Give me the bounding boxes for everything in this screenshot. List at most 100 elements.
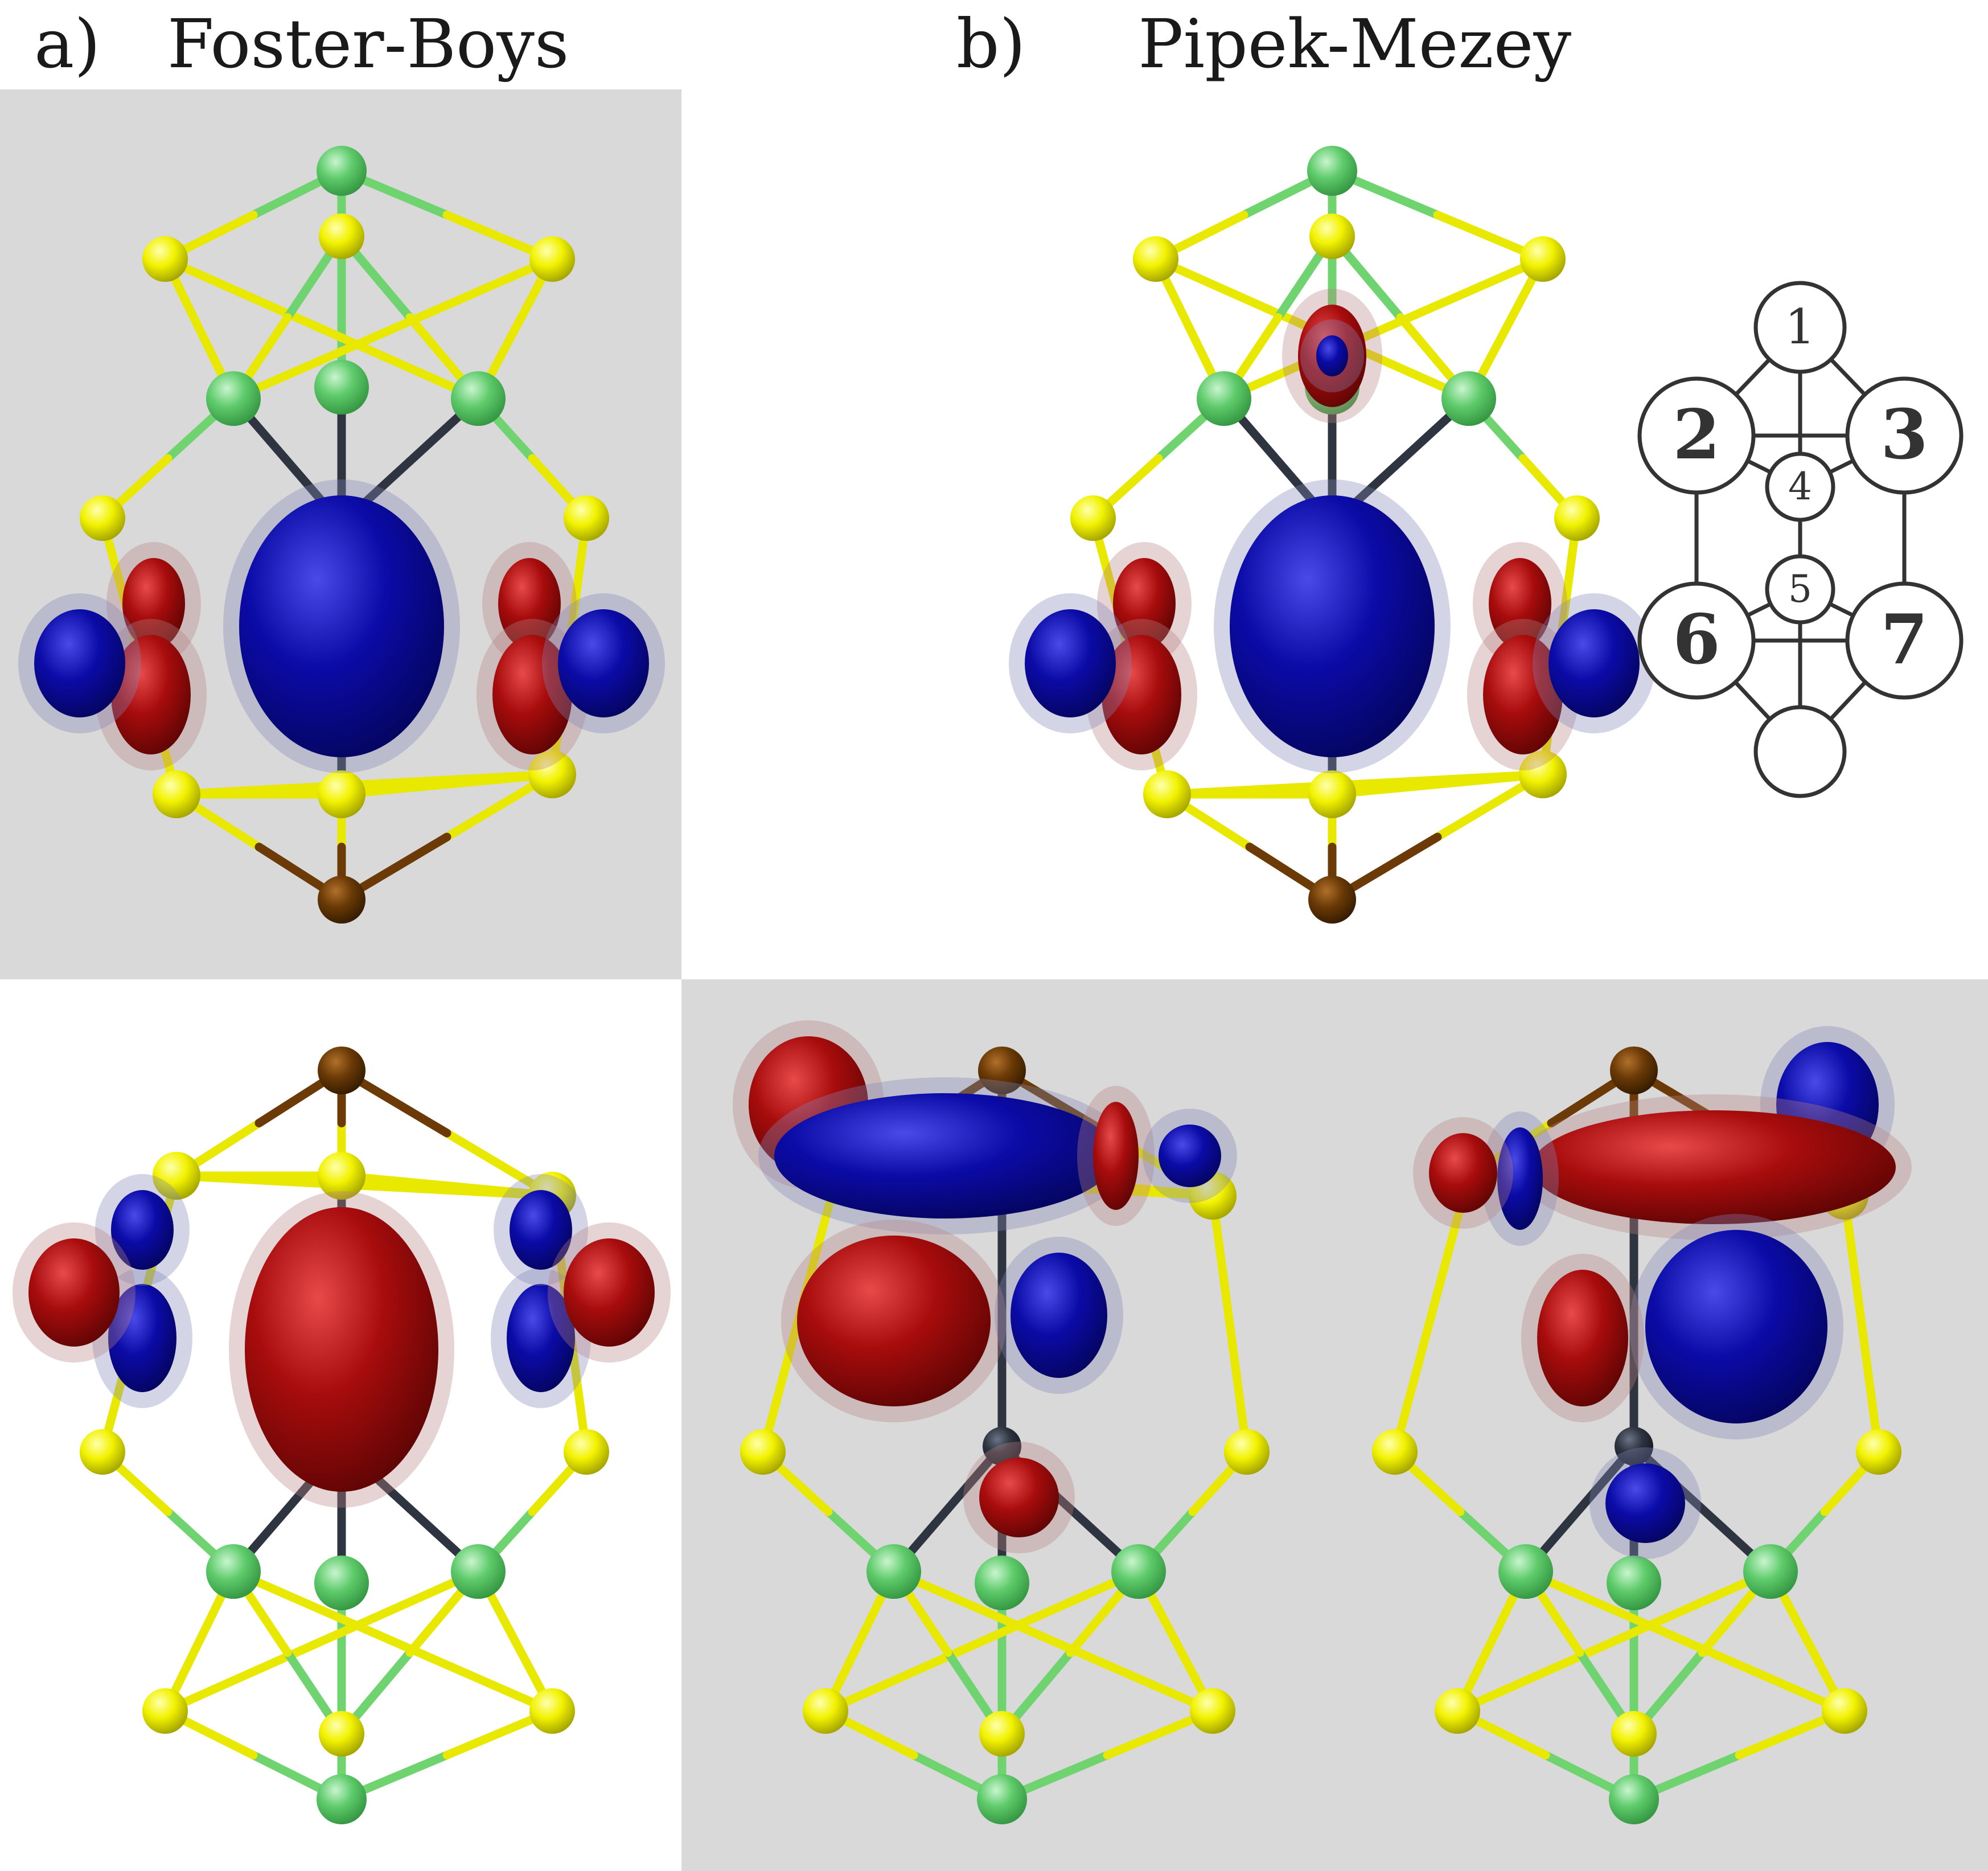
lobe-red [498,558,561,649]
lobe-red [122,558,185,649]
atom-green [1111,1544,1166,1599]
lobe-red [111,635,191,754]
lobe-red [1483,635,1563,754]
lobe-red [1113,558,1176,649]
atom-brown [978,1047,1026,1094]
atom-yellow [318,1152,365,1200]
atom-yellow [319,1711,364,1757]
lobe-red-band [1531,1110,1896,1224]
atom-brown [318,1047,365,1094]
lobe-blue-large [1645,1230,1827,1423]
atom-green [206,1544,261,1599]
atom-brown [1610,1047,1658,1094]
lobe-red-large [797,1236,991,1406]
atom-yellow [1224,1429,1270,1475]
atom-green [451,1544,506,1599]
caption-b: b) Pipek-Mezey [956,5,1571,83]
lobe-red-small [1429,1133,1497,1213]
atom-yellow [318,770,365,818]
lobe-blue-small [1497,1127,1543,1230]
schematic-node-3-label: 3 [1880,395,1928,475]
molecule-pm-bottom-left [733,1020,1270,1824]
node-schematic: 1 2 3 4 5 6 7 [1637,281,1964,798]
lobe-blue [1011,1253,1107,1378]
schematic-node-1-label: 1 [1785,299,1815,355]
schematic-node-8 [1753,705,1847,798]
atom-yellow [80,1429,125,1475]
lobe-blue-band [774,1093,1116,1218]
caption-b-label: b) [956,5,1026,83]
schematic-node-5: 5 [1765,554,1835,625]
atom-green [1498,1544,1553,1599]
atom-yellow [1143,770,1191,818]
atom-yellow [1372,1429,1418,1475]
lobe-blue-central [1230,495,1435,757]
lobe-blue [1025,609,1116,717]
lobe-red [564,1238,655,1347]
atom-yellow [153,1152,200,1200]
lobe-red [1489,558,1551,649]
molecule-fb-bottom [13,1047,671,1824]
atom-green [975,1556,1029,1610]
atom-green [1441,371,1496,426]
atom-dark [1615,1427,1653,1466]
schematic-node-4-label: 4 [1788,465,1812,508]
atom-green [317,1774,367,1824]
atoms [740,1047,1270,1824]
lobe-blue-central [239,495,444,757]
atom-green [314,1556,369,1610]
schematic-node-7-label: 7 [1880,600,1928,680]
lobe-blue [510,1190,572,1270]
atom-yellow [1308,770,1356,818]
atom-yellow [1435,1688,1480,1734]
orbital-lobes [18,479,665,773]
orbital-lobes [1413,1026,1912,1559]
atom-yellow [1822,1688,1867,1734]
atom-brown [1308,876,1356,924]
atoms [1372,1047,1901,1824]
lobe-blue [558,609,649,717]
atom-yellow [1309,214,1355,259]
schematic-node-2: 2 [1637,376,1756,495]
lobe-red [492,635,572,754]
lobe-red [28,1238,120,1347]
schematic-node-4: 4 [1765,452,1835,522]
orbital-lobes [1009,289,1656,773]
schematic-node-6: 6 [1637,581,1756,700]
atom-yellow [979,1711,1025,1757]
atom-green [206,371,261,426]
atom-yellow [803,1688,848,1734]
atom-yellow [564,1429,609,1475]
atom-green [314,360,369,415]
atom-yellow [1554,495,1600,541]
lobe-red-small [1093,1102,1139,1210]
caption-a-title: Foster-Boys [167,5,569,83]
orbital-lobes [733,1020,1237,1553]
atom-brown [318,876,365,924]
lobe-red [1537,1270,1628,1406]
schematic-node-7: 7 [1845,581,1964,700]
atom-yellow [528,750,576,798]
atom-green [1607,1556,1661,1610]
atom-yellow [142,1688,188,1734]
atom-yellow [1611,1711,1657,1757]
lobe-blue-small [1605,1463,1685,1543]
lobe-red-central [245,1207,438,1492]
atom-yellow [153,770,200,818]
atom-green [977,1774,1027,1824]
schematic-node-2-label: 2 [1673,395,1720,475]
atom-yellow [564,495,609,541]
lobe-red-small [979,1458,1059,1537]
atom-yellow [80,495,125,541]
molecule-pm-top [1009,146,1656,924]
orbital-lobes [13,1174,671,1508]
lobe-blue [1548,609,1640,717]
atom-dark [983,1427,1021,1466]
caption-b-title: Pipek-Mezey [1138,5,1572,83]
atom-yellow [1133,236,1178,282]
atom-green [1307,146,1357,196]
atom-yellow [1190,1688,1235,1734]
atom-yellow [1856,1429,1901,1475]
schematic-node-1: 1 [1753,281,1847,374]
atom-yellow [1520,236,1566,282]
